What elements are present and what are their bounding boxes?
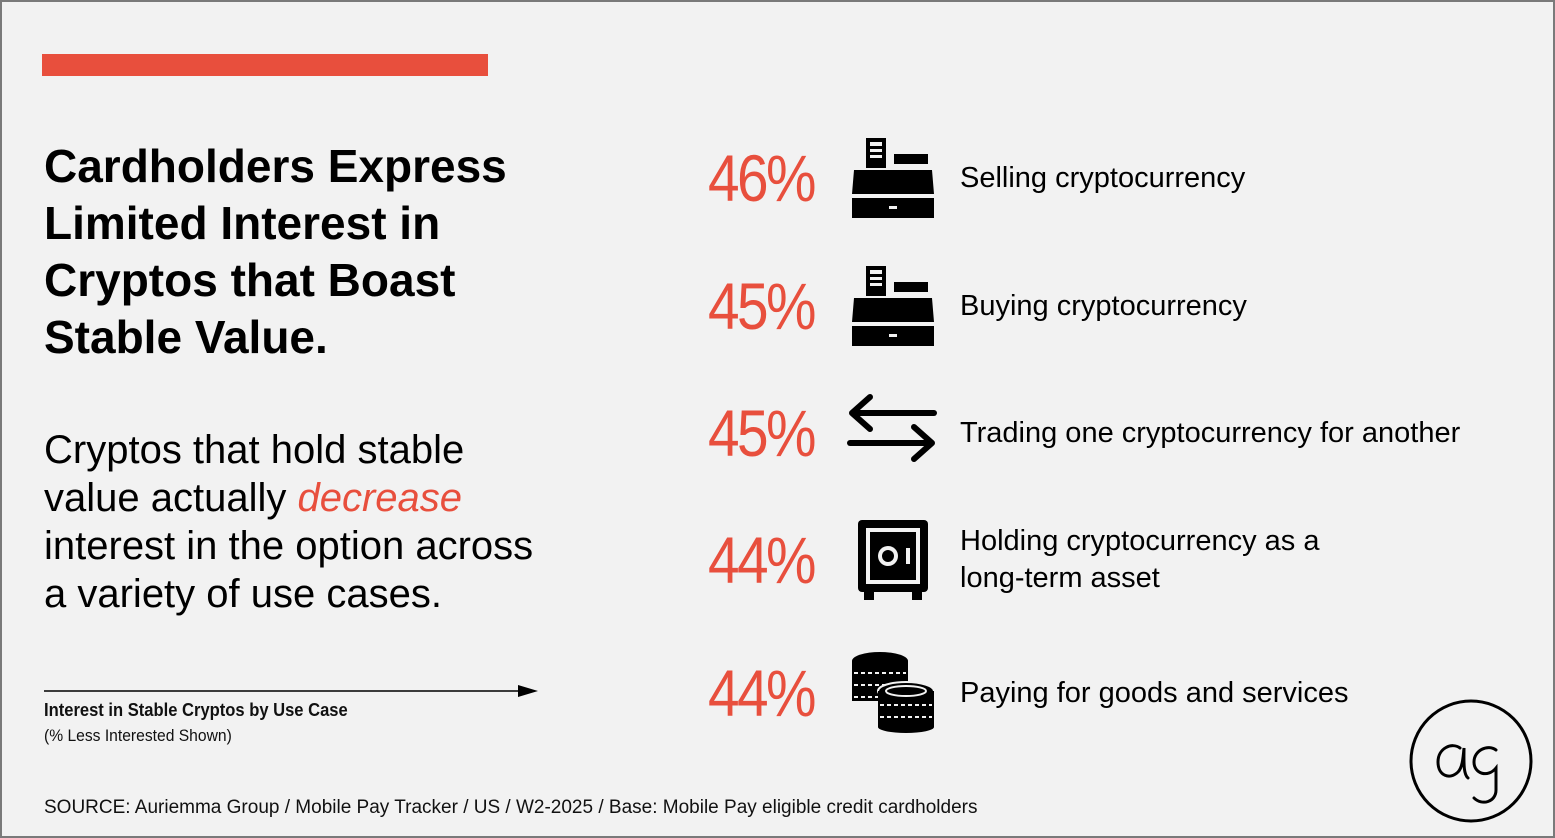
subtext-fragment: value actually [44,476,298,520]
use-case-label-text: Buying cryptocurrency [960,289,1247,322]
use-case-row: 45% Trading one cryptocurrency for anothe… [2,383,1555,483]
use-case-row: 46% Selling cryptocurrency [2,128,1555,228]
use-case-row: 44% Holding cryptocurrency as a long-term… [2,510,1555,610]
subtext-line: a variety of use cases. [44,572,442,616]
cash-register-icon [844,136,940,220]
subtext-emphasis: decrease [297,476,463,520]
use-case-label: Holding cryptocurrency as a long-term as… [960,510,1319,610]
use-case-label-text: Trading one cryptocurrency for another [960,416,1461,449]
percent-value: 45% [708,269,816,343]
safe-icon [844,518,940,602]
use-case-label: Trading one cryptocurrency for another [960,383,1460,483]
subtext-line: interest in the option across [44,524,534,568]
percent-value: 45% [708,396,816,470]
cash-register-icon [844,264,940,348]
source-note: SOURCE: Auriemma Group / Mobile Pay Trac… [44,797,978,818]
use-case-label-text: Paying for goods and services [960,676,1349,709]
use-case-label-text: Selling cryptocurrency [960,161,1246,194]
use-case-label: Buying cryptocurrency [960,256,1247,356]
use-case-row: 45% Buying cryptocurrency [2,256,1555,356]
subtext: Cryptos that hold stable value actually … [44,426,604,618]
caption-arrow-icon [44,685,538,697]
chart-title: Interest in Stable Cryptos by Use Case [44,700,348,720]
percent-value: 46% [708,141,816,215]
use-case-row: 44% Paying for goods and services [2,643,1555,743]
headline: Cardholders Express Limited Interest in … [44,138,644,366]
accent-bar [42,54,488,76]
headline-line: Limited Interest in [44,197,441,249]
use-case-label-text: Holding cryptocurrency as a long-term as… [960,525,1320,594]
headline-line: Stable Value. [44,311,328,363]
chart-subtitle: (% Less Interested Shown) [44,726,232,745]
use-case-label: Selling cryptocurrency [960,128,1245,228]
logo-icon [1409,699,1533,823]
headline-line: Cryptos that Boast [44,254,456,306]
coins-icon [844,651,940,735]
exchange-arrows-icon [844,391,940,475]
subtext-line: Cryptos that hold stable [44,428,465,472]
percent-value: 44% [708,656,816,730]
headline-line: Cardholders Express [44,140,507,192]
subtext-line: value actually decrease [44,474,604,522]
use-case-label: Paying for goods and services [960,643,1349,743]
percent-value: 44% [708,523,816,597]
